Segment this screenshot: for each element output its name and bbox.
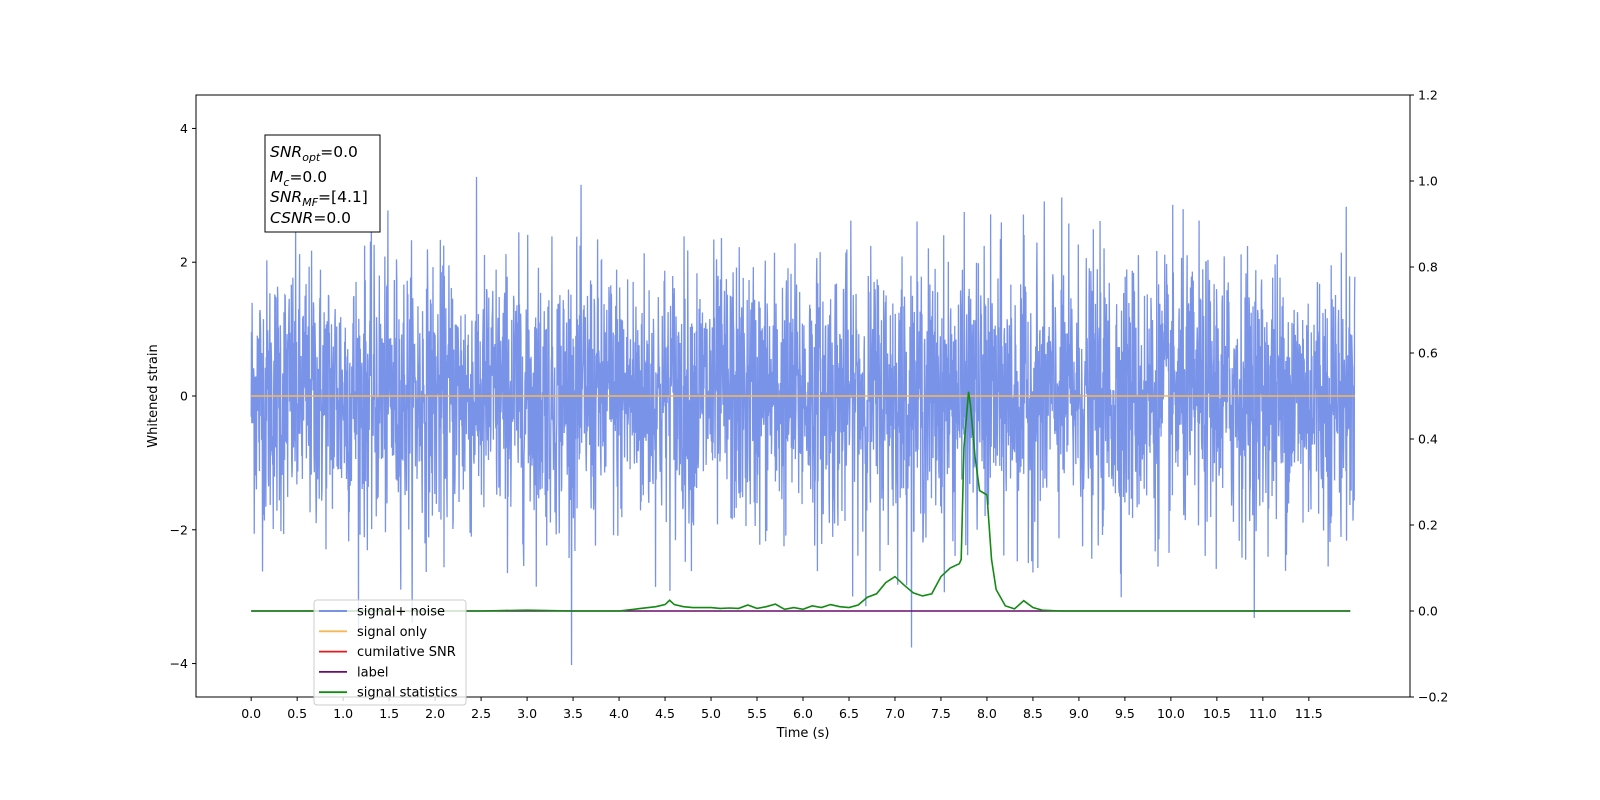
x-tick-label: 4.0: [609, 706, 629, 721]
x-tick-label: 1.5: [379, 706, 399, 721]
annotation-csnr: CSNR=0.0: [270, 209, 351, 227]
x-tick-label: 10.0: [1157, 706, 1185, 721]
annotation-snr-opt: SNRopt=0.0: [270, 143, 358, 164]
signal-noise-line: [250, 176, 1356, 665]
legend-label: signal only: [357, 625, 427, 640]
legend-label: signal statistics: [357, 686, 458, 701]
y-tick-label: 4: [180, 121, 188, 136]
x-tick-label: 6.0: [793, 706, 813, 721]
y2-tick-label: 0.8: [1418, 260, 1438, 275]
x-tick-label: 6.5: [839, 706, 859, 721]
y-tick-label: 2: [180, 255, 188, 270]
x-tick-label: 8.0: [977, 706, 997, 721]
y2-tick-label: 1.0: [1418, 174, 1438, 189]
x-tick-label: 9.5: [1115, 706, 1135, 721]
x-tick-label: 8.5: [1023, 706, 1043, 721]
x-tick-label: 5.0: [701, 706, 721, 721]
y-tick-label: −2: [170, 522, 188, 537]
x-tick-label: 7.5: [931, 706, 951, 721]
legend-label: signal+ noise: [357, 605, 445, 620]
y-axis-right: −0.2 0.0 0.2 0.4 0.6 0.8 1.0 1.2: [1410, 88, 1448, 705]
y2-tick-label: 0.6: [1418, 346, 1438, 361]
x-tick-label: 0.5: [287, 706, 307, 721]
x-axis-label: Time (s): [776, 726, 830, 741]
x-tick-label: 1.0: [333, 706, 353, 721]
x-tick-label: 3.0: [517, 706, 537, 721]
x-tick-label: 7.0: [885, 706, 905, 721]
annotation-snr-mf: SNRMF=[4.1]: [270, 188, 368, 209]
series-line-signal-statistics: [251, 391, 1351, 612]
x-tick-label: 11.5: [1295, 706, 1323, 721]
x-tick-label: 0.0: [241, 706, 261, 721]
legend-label: label: [357, 665, 388, 680]
annotation-mc: Mc=0.0: [270, 168, 327, 189]
y2-tick-label: 0.0: [1418, 604, 1438, 619]
y-axis-label: Whitened strain: [146, 344, 161, 447]
x-axis: 0.0 0.5 1.0 1.5 2.0 2.5 3.0 3.5 4.0 4.5 5.0 5.5 6.0 6…: [241, 697, 1323, 721]
y2-tick-label: 0.4: [1418, 432, 1438, 447]
x-tick-label: 4.5: [655, 706, 675, 721]
y-tick-label: −4: [170, 656, 188, 671]
x-tick-label: 10.5: [1203, 706, 1231, 721]
signal-noise-series: [250, 176, 1356, 665]
legend: signal+ noise signal only cumilative SNR la…: [313, 599, 467, 706]
x-tick-label: 2.0: [425, 706, 445, 721]
y2-tick-label: −0.2: [1418, 690, 1448, 705]
y2-tick-label: 1.2: [1418, 88, 1438, 103]
x-tick-label: 2.5: [471, 706, 491, 721]
annotation-box: SNRopt=0.0 Mc=0.0 SNRMF=[4.1] CSNR=0.0: [264, 134, 381, 233]
legend-label: cumilative SNR: [357, 645, 456, 660]
y-tick-label: 0: [180, 389, 188, 404]
x-tick-label: 5.5: [747, 706, 767, 721]
x-tick-label: 3.5: [563, 706, 583, 721]
y-axis-left: −4 −2 0 2 4: [170, 121, 196, 671]
x-tick-label: 11.0: [1249, 706, 1277, 721]
x-tick-label: 9.0: [1069, 706, 1089, 721]
y2-tick-label: 0.2: [1418, 518, 1438, 533]
